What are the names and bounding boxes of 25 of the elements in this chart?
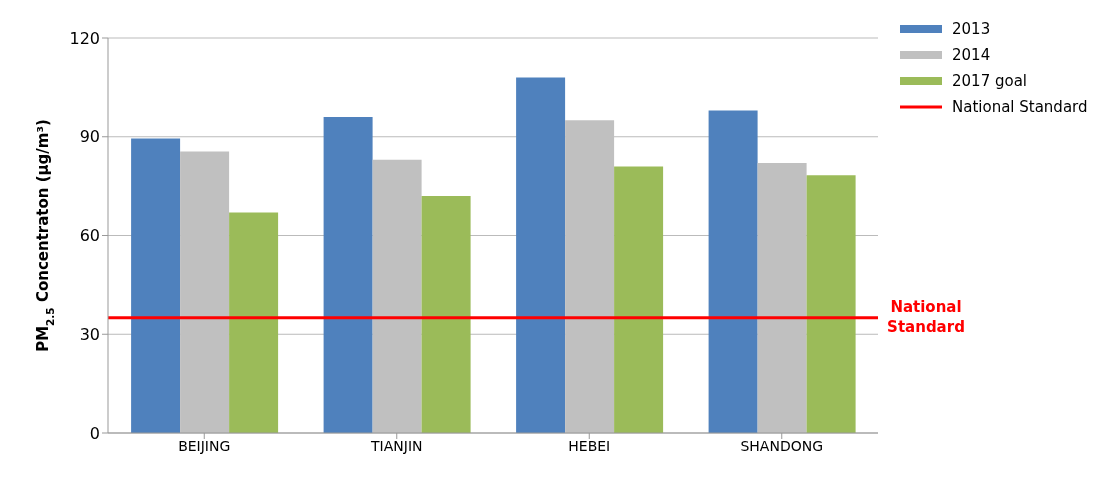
bar bbox=[516, 77, 566, 433]
text: National Standard bbox=[952, 98, 1088, 116]
y-tick-label: 60 bbox=[79, 226, 100, 246]
bar bbox=[323, 117, 373, 433]
x-tick-label: TIANJIN bbox=[370, 437, 423, 454]
y-tick-label: 120 bbox=[69, 28, 100, 48]
x-tick-label: SHANDONG bbox=[740, 437, 824, 454]
legend-label: 2014 bbox=[952, 46, 991, 64]
legend-label: 2017 goal bbox=[952, 72, 1027, 90]
y-tick-label: 30 bbox=[79, 324, 100, 344]
bar bbox=[708, 110, 758, 433]
x-tick-label: BEIJING bbox=[178, 437, 231, 454]
legend-label: 2013 bbox=[952, 20, 991, 38]
bar bbox=[806, 175, 856, 433]
bar bbox=[131, 138, 181, 433]
bar bbox=[421, 196, 471, 433]
ref-line-label: National Standard bbox=[887, 297, 965, 336]
y-tick-label: 90 bbox=[79, 127, 100, 147]
x-tick-label: HEBEI bbox=[568, 437, 611, 454]
bar bbox=[614, 166, 664, 433]
y-tick-label: 0 bbox=[89, 423, 100, 443]
bar bbox=[372, 159, 422, 433]
bar bbox=[757, 163, 807, 433]
bar bbox=[229, 212, 279, 433]
bar bbox=[180, 151, 230, 433]
